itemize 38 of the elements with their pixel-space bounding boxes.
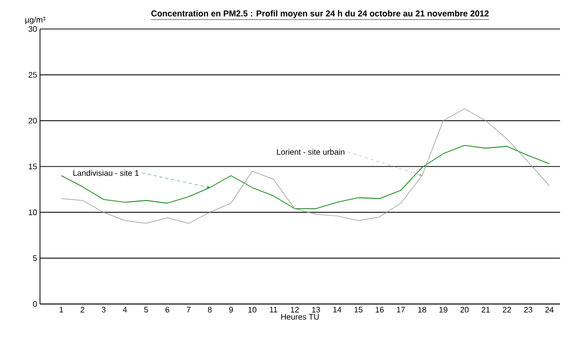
x-tick-label: 17 bbox=[396, 306, 405, 312]
x-tick-label: 3 bbox=[102, 306, 106, 313]
x-axis-title: Heures TU bbox=[281, 314, 319, 320]
x-tick-label: 5 bbox=[144, 306, 148, 312]
line-series bbox=[60, 108, 550, 224]
x-tick-label: 24 bbox=[545, 306, 554, 312]
y-axis-title: µg/m³ bbox=[25, 16, 46, 24]
x-tick-label: 7 bbox=[186, 306, 190, 312]
chart-title: Concentration en PM2.5 : Profil moyen sur 24 h du 24 octobre au 21 novembre 2012 bbox=[151, 10, 489, 18]
y-tick-label: 10 bbox=[28, 210, 37, 216]
x-tick-label: 1 bbox=[60, 306, 64, 312]
x-tick-label: 14 bbox=[333, 306, 342, 312]
x-tick-label: 18 bbox=[418, 306, 426, 313]
x-tick-label: 11 bbox=[270, 306, 278, 312]
x-tick-label: 8 bbox=[208, 306, 212, 313]
x-tick-label: 4 bbox=[122, 306, 127, 312]
y-tick-label: 25 bbox=[28, 72, 37, 78]
x-tick-label: 6 bbox=[166, 306, 170, 313]
x-tick-label: 9 bbox=[229, 306, 233, 313]
x-tick-label: 16 bbox=[376, 306, 384, 313]
x-tick-label: 19 bbox=[439, 306, 448, 313]
y-tick-label: 15 bbox=[28, 164, 37, 170]
x-tick-label: 22 bbox=[502, 306, 511, 312]
text: Lorient - site urbain bbox=[277, 148, 344, 155]
x-tick-label: 15 bbox=[354, 306, 362, 312]
y-tick-label: 20 bbox=[28, 118, 37, 124]
x-tick-label: 23 bbox=[524, 306, 532, 313]
x-tick-label: 13 bbox=[312, 306, 320, 313]
y-tick-label: 5 bbox=[33, 255, 37, 261]
x-tick-label: 20 bbox=[460, 306, 469, 313]
line-series bbox=[60, 145, 550, 210]
x-tick-label: 21 bbox=[482, 306, 490, 312]
x-tick-label: 10 bbox=[248, 306, 256, 313]
series-label: Landivisiau - site 1 bbox=[73, 170, 139, 176]
y-tick-label: 30 bbox=[28, 26, 37, 32]
x-tick-label: 12 bbox=[290, 306, 299, 312]
y-tick-label: 0 bbox=[33, 301, 37, 307]
x-tick-label: 2 bbox=[80, 306, 84, 312]
